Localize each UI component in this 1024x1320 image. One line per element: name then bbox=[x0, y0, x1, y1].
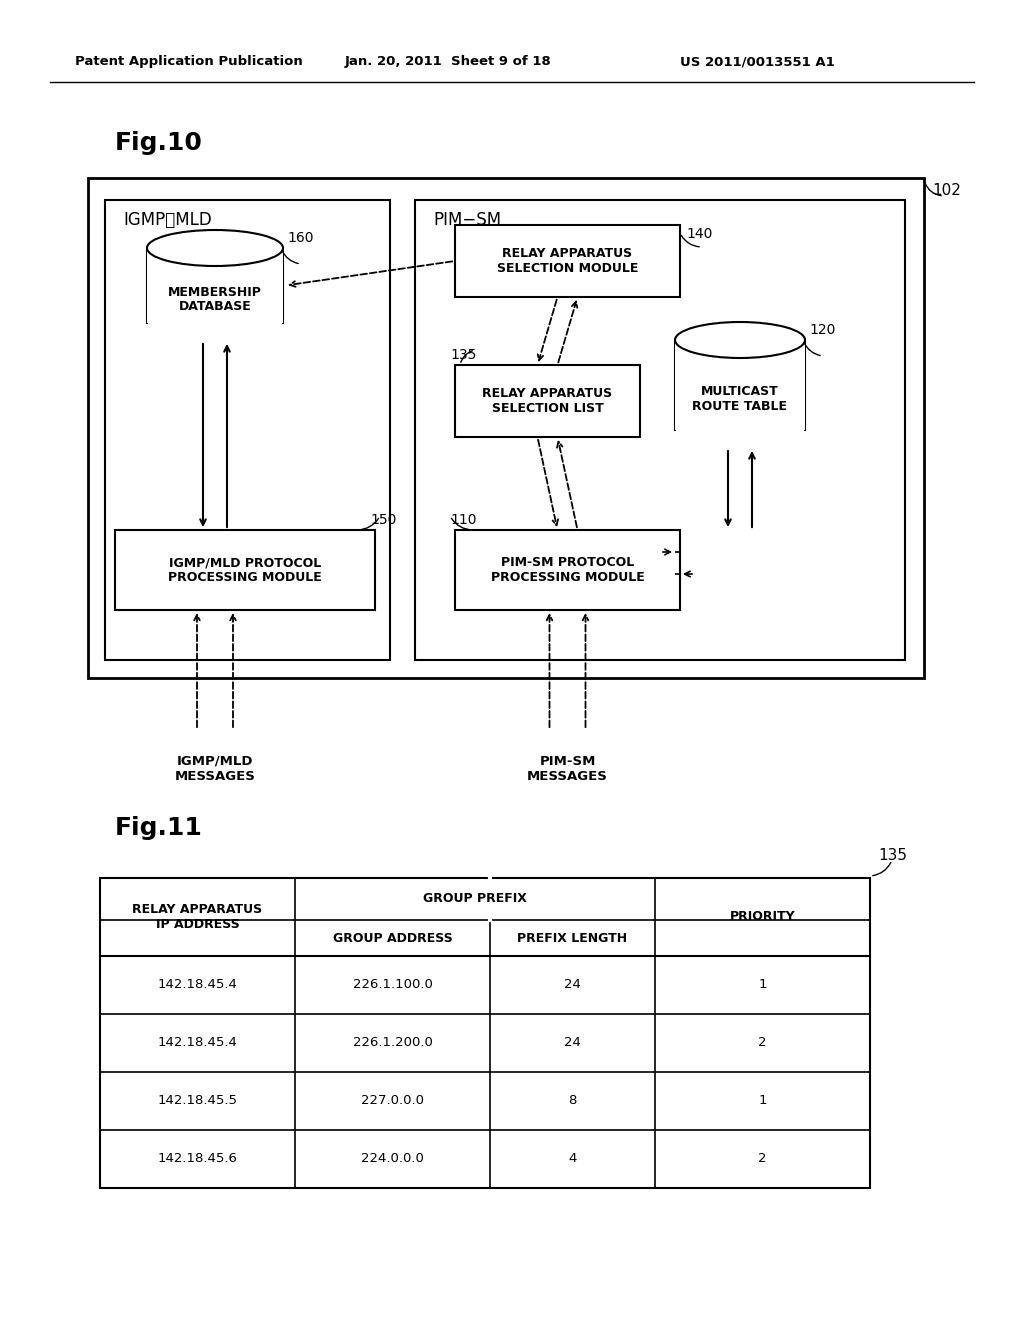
Text: MULTICAST
ROUTE TABLE: MULTICAST ROUTE TABLE bbox=[692, 385, 787, 413]
Text: Patent Application Publication: Patent Application Publication bbox=[75, 55, 303, 69]
Text: IGMP/MLD PROTOCOL
PROCESSING MODULE: IGMP/MLD PROTOCOL PROCESSING MODULE bbox=[168, 556, 322, 583]
Text: RELAY APPARATUS
SELECTION MODULE: RELAY APPARATUS SELECTION MODULE bbox=[497, 247, 638, 275]
Text: 110: 110 bbox=[450, 513, 476, 527]
Text: PIM-SM PROTOCOL
PROCESSING MODULE: PIM-SM PROTOCOL PROCESSING MODULE bbox=[490, 556, 644, 583]
Bar bbox=[100, 878, 870, 1188]
Text: IGMP/MLD
MESSAGES: IGMP/MLD MESSAGES bbox=[174, 755, 255, 783]
Text: MEMBERSHIP
DATABASE: MEMBERSHIP DATABASE bbox=[168, 285, 262, 314]
Text: 2: 2 bbox=[758, 1036, 767, 1049]
Text: PREFIX LENGTH: PREFIX LENGTH bbox=[517, 932, 628, 945]
Text: IGMP／MLD: IGMP／MLD bbox=[123, 211, 212, 228]
Bar bbox=[88, 178, 924, 678]
Text: 226.1.200.0: 226.1.200.0 bbox=[352, 1036, 432, 1049]
Bar bbox=[675, 341, 805, 430]
Text: US 2011/0013551 A1: US 2011/0013551 A1 bbox=[680, 55, 835, 69]
Bar bbox=[147, 248, 283, 323]
Text: 227.0.0.0: 227.0.0.0 bbox=[361, 1094, 424, 1107]
Text: 142.18.45.4: 142.18.45.4 bbox=[158, 1036, 238, 1049]
Text: 224.0.0.0: 224.0.0.0 bbox=[361, 1152, 424, 1166]
Text: 24: 24 bbox=[564, 978, 581, 991]
Text: PIM−SM: PIM−SM bbox=[433, 211, 501, 228]
Bar bbox=[455, 224, 680, 297]
Text: RELAY APPARATUS
IP ADDRESS: RELAY APPARATUS IP ADDRESS bbox=[132, 903, 262, 931]
Bar bbox=[415, 201, 905, 660]
Bar bbox=[115, 531, 375, 610]
Text: RELAY APPARATUS
SELECTION LIST: RELAY APPARATUS SELECTION LIST bbox=[482, 387, 612, 414]
Text: 2: 2 bbox=[758, 1152, 767, 1166]
Text: 1: 1 bbox=[758, 978, 767, 991]
Ellipse shape bbox=[147, 230, 283, 267]
Text: 102: 102 bbox=[932, 183, 961, 198]
Text: 24: 24 bbox=[564, 1036, 581, 1049]
Text: PIM-SM
MESSAGES: PIM-SM MESSAGES bbox=[527, 755, 608, 783]
Text: 226.1.100.0: 226.1.100.0 bbox=[352, 978, 432, 991]
Text: 120: 120 bbox=[809, 323, 836, 337]
Text: 8: 8 bbox=[568, 1094, 577, 1107]
Text: 4: 4 bbox=[568, 1152, 577, 1166]
Text: 150: 150 bbox=[370, 513, 396, 527]
Text: GROUP ADDRESS: GROUP ADDRESS bbox=[333, 932, 453, 945]
Text: Fig.10: Fig.10 bbox=[115, 131, 203, 154]
Text: 160: 160 bbox=[287, 231, 313, 246]
Text: Jan. 20, 2011  Sheet 9 of 18: Jan. 20, 2011 Sheet 9 of 18 bbox=[345, 55, 552, 69]
Bar bbox=[455, 366, 640, 437]
Text: PRIORITY: PRIORITY bbox=[730, 911, 796, 924]
Text: 1: 1 bbox=[758, 1094, 767, 1107]
Text: 140: 140 bbox=[686, 227, 713, 242]
Bar bbox=[455, 531, 680, 610]
Text: 142.18.45.4: 142.18.45.4 bbox=[158, 978, 238, 991]
Bar bbox=[105, 201, 390, 660]
Text: 142.18.45.5: 142.18.45.5 bbox=[158, 1094, 238, 1107]
Text: Fig.11: Fig.11 bbox=[115, 816, 203, 840]
Text: 142.18.45.6: 142.18.45.6 bbox=[158, 1152, 238, 1166]
Ellipse shape bbox=[675, 322, 805, 358]
Text: 135: 135 bbox=[450, 348, 476, 362]
Text: GROUP PREFIX: GROUP PREFIX bbox=[423, 892, 527, 906]
Text: 135: 135 bbox=[878, 849, 907, 863]
